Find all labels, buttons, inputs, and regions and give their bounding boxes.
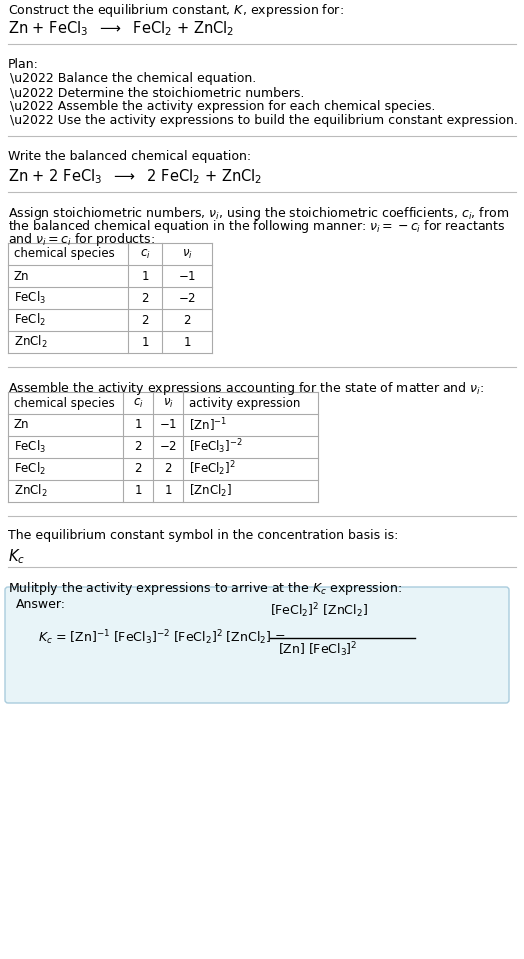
Text: chemical species: chemical species [14,247,115,261]
Text: 1: 1 [164,484,172,498]
Text: [FeCl$_2$]$^2$ [ZnCl$_2$]: [FeCl$_2$]$^2$ [ZnCl$_2$] [270,601,368,620]
Text: FeCl$_3$: FeCl$_3$ [14,290,46,306]
Text: the balanced chemical equation in the following manner: $\nu_i = -c_i$ for react: the balanced chemical equation in the fo… [8,218,506,235]
Text: \u2022 Determine the stoichiometric numbers.: \u2022 Determine the stoichiometric numb… [10,86,304,99]
Text: 2: 2 [134,462,142,476]
Text: [Zn] [FeCl$_3$]$^2$: [Zn] [FeCl$_3$]$^2$ [278,640,357,659]
Text: \u2022 Balance the chemical equation.: \u2022 Balance the chemical equation. [10,72,256,85]
Text: 1: 1 [134,418,142,432]
Text: 2: 2 [183,314,191,326]
Text: Mulitply the activity expressions to arrive at the $K_c$ expression:: Mulitply the activity expressions to arr… [8,580,402,597]
Text: FeCl$_2$: FeCl$_2$ [14,461,46,477]
Text: Plan:: Plan: [8,58,39,71]
Text: $c_i$: $c_i$ [133,396,144,409]
Text: ZnCl$_2$: ZnCl$_2$ [14,483,48,499]
Text: $c_i$: $c_i$ [139,247,150,261]
Text: $\nu_i$: $\nu_i$ [182,247,192,261]
Text: 2: 2 [141,292,149,305]
Text: Zn + FeCl$_3$  $\longrightarrow$  FeCl$_2$ + ZnCl$_2$: Zn + FeCl$_3$ $\longrightarrow$ FeCl$_2$… [8,19,234,37]
Text: 2: 2 [134,440,142,454]
FancyBboxPatch shape [5,587,509,703]
Text: Assemble the activity expressions accounting for the state of matter and $\nu_i$: Assemble the activity expressions accoun… [8,380,484,397]
Text: FeCl$_3$: FeCl$_3$ [14,439,46,456]
Text: 2: 2 [164,462,172,476]
Text: 1: 1 [183,336,191,348]
Text: $\nu_i$: $\nu_i$ [162,396,173,409]
Text: ZnCl$_2$: ZnCl$_2$ [14,334,48,350]
Text: $-2$: $-2$ [178,292,196,305]
Text: Zn: Zn [14,269,29,283]
Text: 1: 1 [141,336,149,348]
Text: \u2022 Assemble the activity expression for each chemical species.: \u2022 Assemble the activity expression … [10,100,435,113]
Text: $-2$: $-2$ [159,440,177,454]
Text: The equilibrium constant symbol in the concentration basis is:: The equilibrium constant symbol in the c… [8,529,398,542]
Text: [ZnCl$_2$]: [ZnCl$_2$] [189,483,232,499]
Text: Assign stoichiometric numbers, $\nu_i$, using the stoichiometric coefficients, $: Assign stoichiometric numbers, $\nu_i$, … [8,205,509,222]
Text: $K_c$ = [Zn]$^{-1}$ [FeCl$_3$]$^{-2}$ [FeCl$_2$]$^2$ [ZnCl$_2$] =: $K_c$ = [Zn]$^{-1}$ [FeCl$_3$]$^{-2}$ [F… [38,629,286,647]
Text: Write the balanced chemical equation:: Write the balanced chemical equation: [8,150,251,163]
Text: 1: 1 [141,269,149,283]
Text: Zn: Zn [14,418,29,432]
Text: Zn + 2 FeCl$_3$  $\longrightarrow$  2 FeCl$_2$ + ZnCl$_2$: Zn + 2 FeCl$_3$ $\longrightarrow$ 2 FeCl… [8,167,263,186]
Text: 1: 1 [134,484,142,498]
Text: $-1$: $-1$ [159,418,177,432]
Text: and $\nu_i = c_i$ for products:: and $\nu_i = c_i$ for products: [8,231,155,248]
Text: chemical species: chemical species [14,396,115,409]
Text: activity expression: activity expression [189,396,300,409]
Text: $K_c$: $K_c$ [8,547,25,566]
Text: 2: 2 [141,314,149,326]
Text: $-1$: $-1$ [178,269,196,283]
Text: Answer:: Answer: [16,598,66,611]
Text: [FeCl$_3$]$^{-2}$: [FeCl$_3$]$^{-2}$ [189,437,243,456]
Text: [FeCl$_2$]$^2$: [FeCl$_2$]$^2$ [189,459,236,479]
Text: [Zn]$^{-1}$: [Zn]$^{-1}$ [189,416,227,433]
Text: FeCl$_2$: FeCl$_2$ [14,312,46,328]
Text: \u2022 Use the activity expressions to build the equilibrium constant expression: \u2022 Use the activity expressions to b… [10,114,518,127]
Text: Construct the equilibrium constant, $K$, expression for:: Construct the equilibrium constant, $K$,… [8,2,344,19]
